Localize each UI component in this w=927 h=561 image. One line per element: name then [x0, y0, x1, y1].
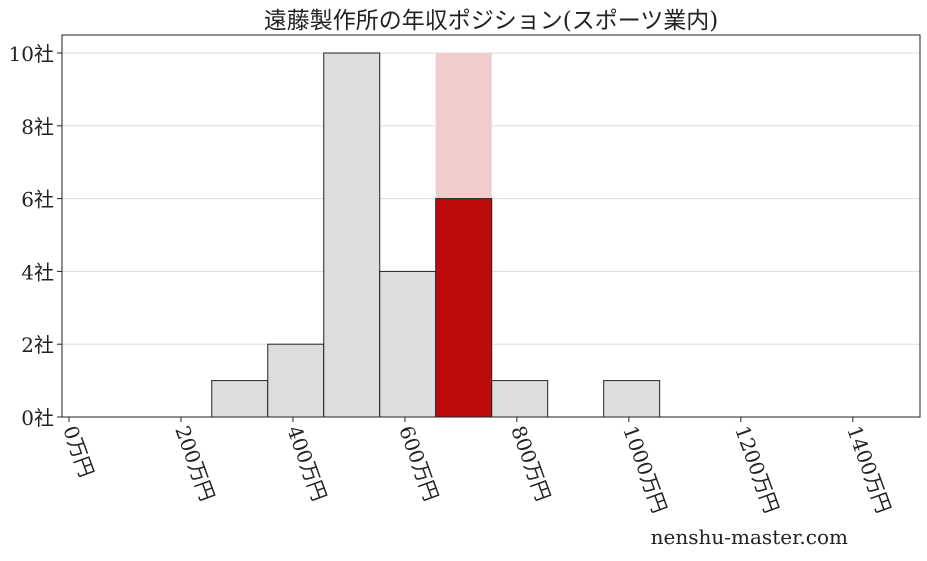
x-tick-label: 1000万円 — [618, 423, 672, 517]
histogram-bar — [491, 380, 549, 418]
highlight-bar — [435, 198, 493, 418]
y-tick-label: 2社 — [21, 333, 54, 357]
x-tick-label: 400万円 — [282, 423, 331, 505]
y-tick-label: 10社 — [9, 42, 54, 66]
x-tick-label: 800万円 — [506, 423, 555, 505]
histogram-bar — [211, 380, 269, 418]
x-tick-label: 600万円 — [394, 423, 443, 505]
x-tick-label: 1400万円 — [842, 423, 896, 517]
y-tick-label: 6社 — [21, 188, 54, 212]
watermark: nenshu-master.com — [651, 525, 848, 549]
histogram-bar — [379, 270, 437, 418]
y-tick-label: 0社 — [21, 406, 54, 430]
x-tick-label: 0万円 — [58, 423, 99, 481]
y-tick-label: 4社 — [21, 260, 54, 284]
x-tick-label: 1200万円 — [730, 423, 784, 517]
histogram-bar — [267, 343, 325, 418]
chart-title: 遠藤製作所の年収ポジション(スポーツ業内) — [264, 8, 719, 34]
histogram-bar — [603, 380, 661, 418]
x-tick-label: 200万円 — [170, 423, 219, 505]
y-tick-label: 8社 — [21, 115, 54, 139]
plot-frame — [61, 34, 921, 418]
histogram-bar — [323, 52, 381, 418]
